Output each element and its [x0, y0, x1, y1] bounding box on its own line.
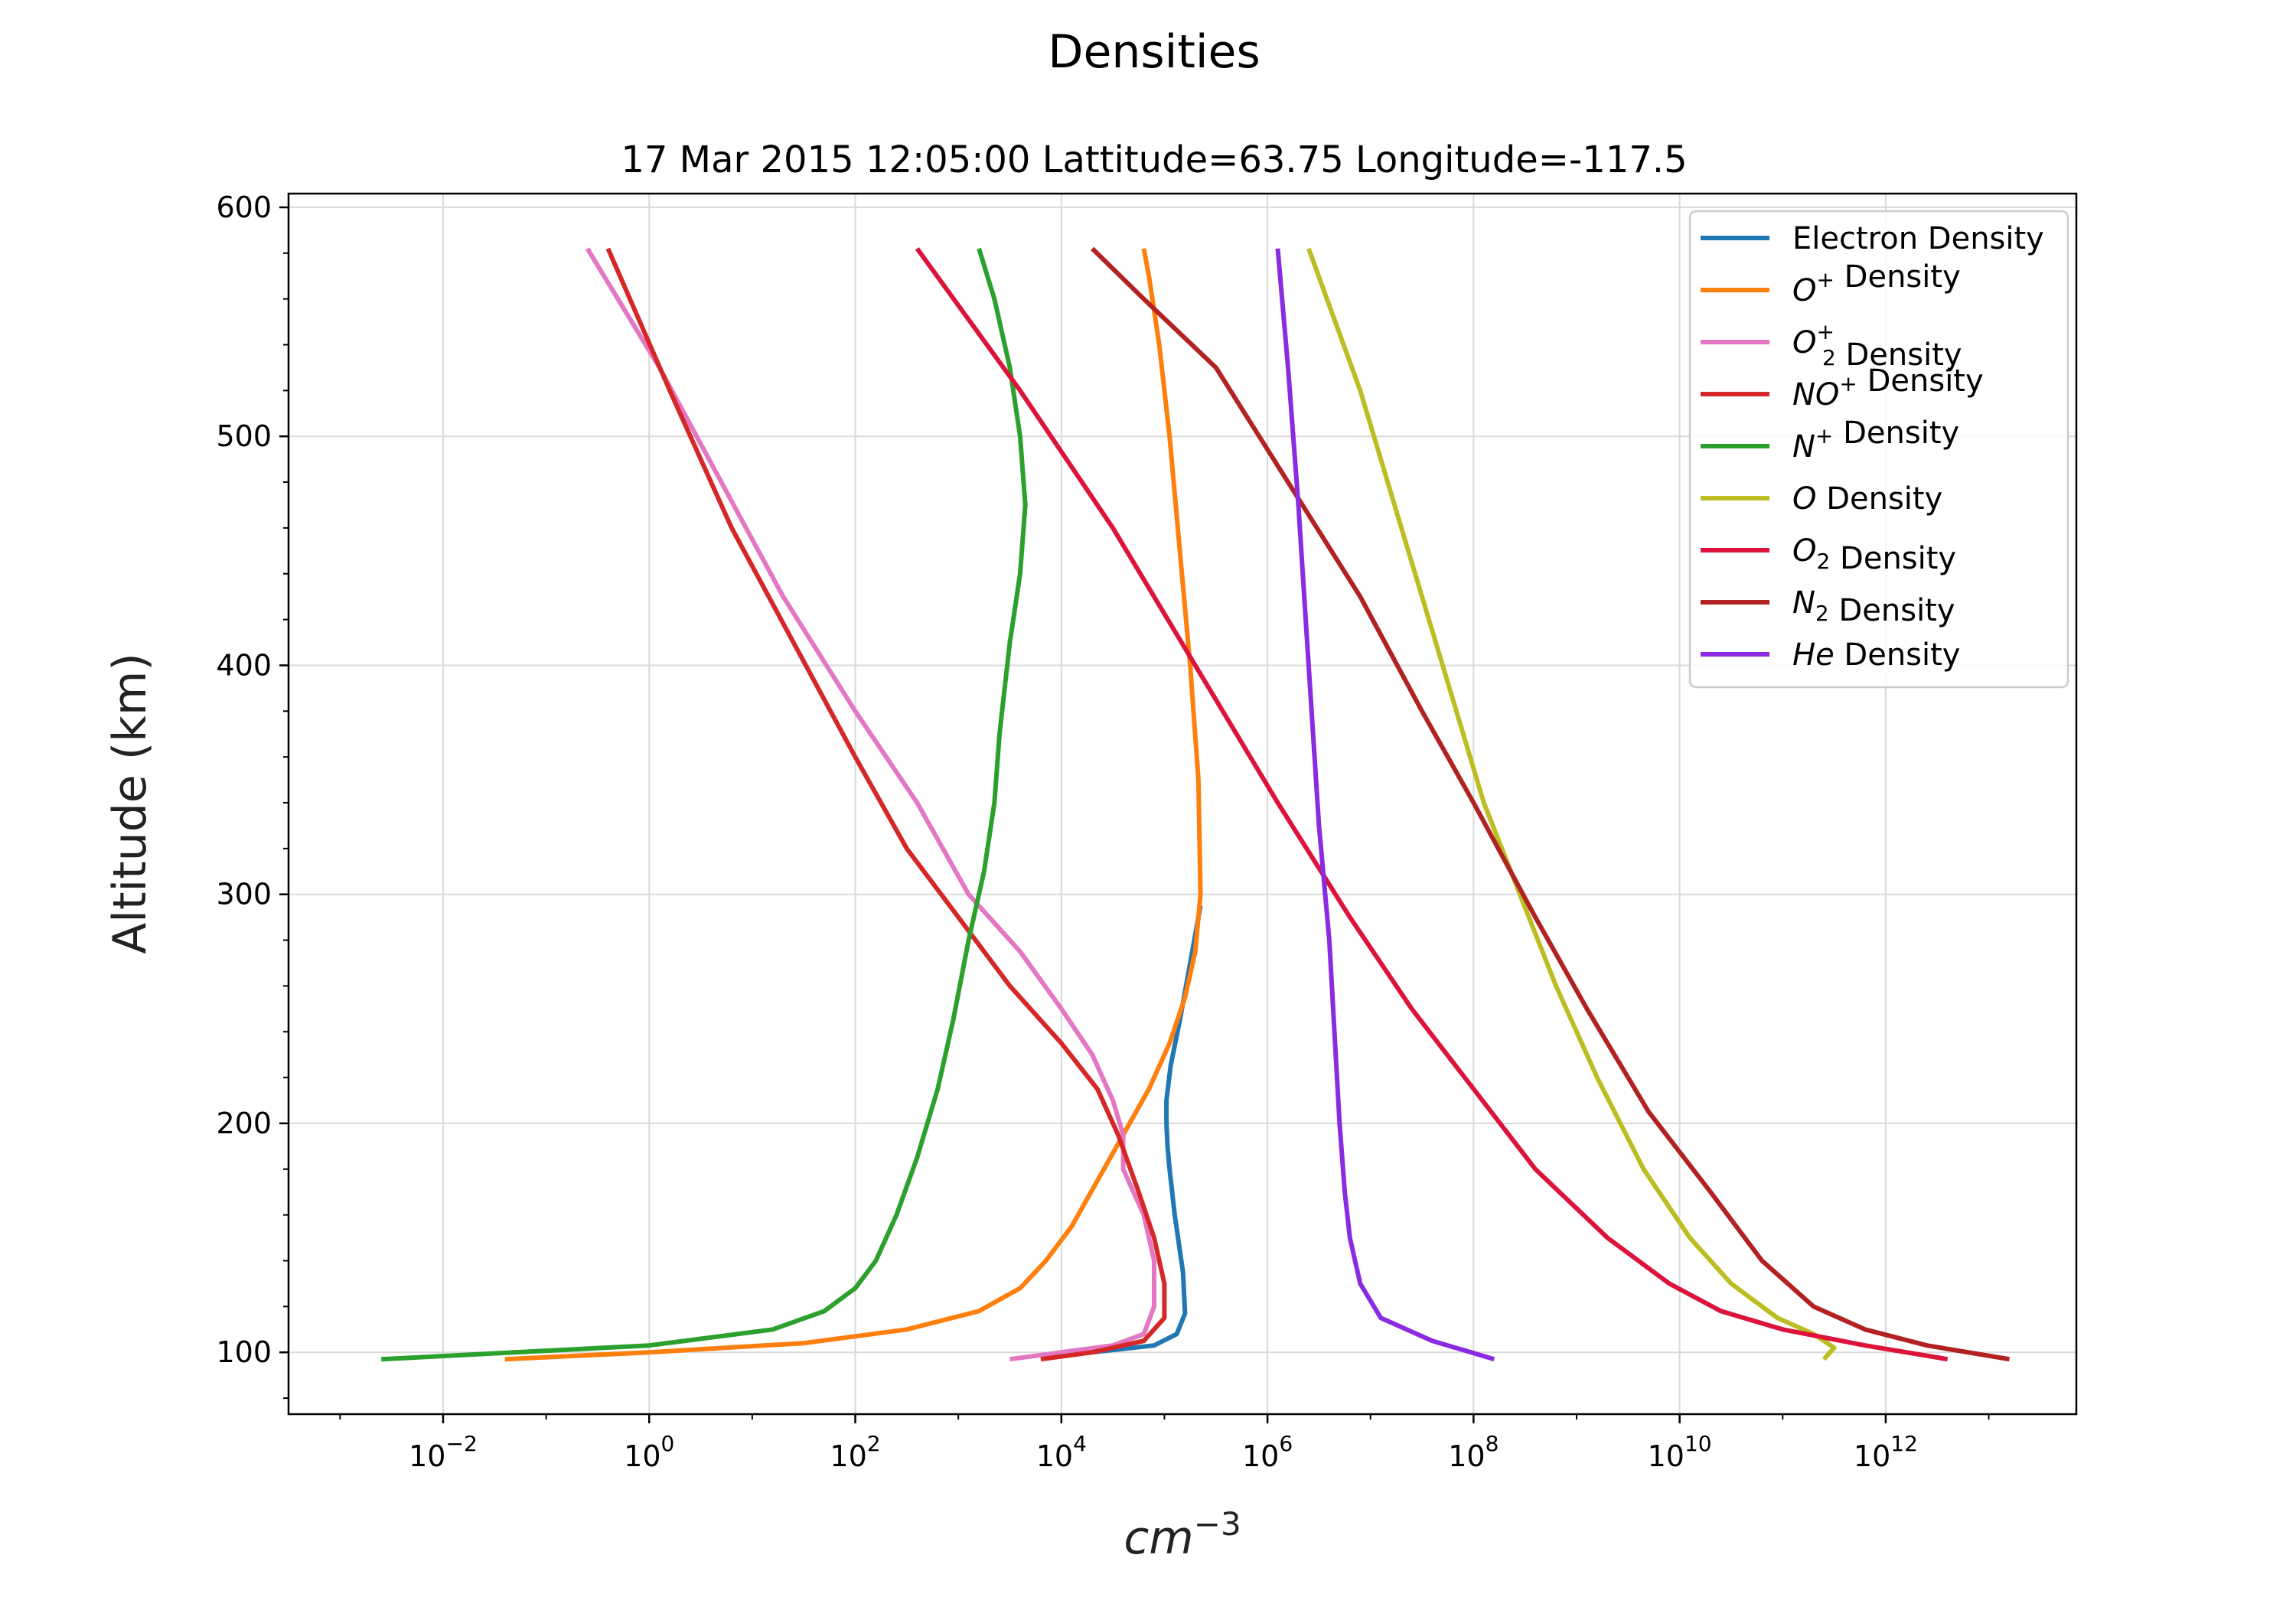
series-line-8	[1275, 248, 1495, 1362]
series-line-0	[1091, 905, 1203, 1355]
y-tick-label: 600	[216, 191, 272, 224]
legend-entry-label: NO+ Density	[1792, 363, 1984, 412]
series-layer	[381, 246, 2010, 1362]
series-line-2	[585, 247, 1156, 1362]
x-axis-label: cm−3	[1124, 1505, 1241, 1565]
y-axis-label: Altitude (km)	[103, 653, 157, 954]
y-axis-ticks: 100 200 300 400 500 600	[216, 191, 289, 1400]
legend-entry-label: N+ Density	[1792, 416, 1959, 464]
x-tick-label: 106	[1242, 1431, 1293, 1473]
x-tick-label: 1012	[1854, 1431, 1918, 1473]
series-line-7	[1091, 246, 2010, 1362]
x-tick-label: 108	[1448, 1431, 1499, 1473]
series-line-3	[605, 247, 1167, 1362]
series-line-5	[1306, 247, 1837, 1361]
y-tick-label: 100	[216, 1335, 272, 1369]
x-axis-ticks: 10−2 100 102 104 106 108 1010 1012	[339, 1414, 1990, 1473]
legend-entry-label: Electron Density	[1792, 221, 2044, 256]
legend-entry-label: N2 Density	[1792, 585, 1955, 628]
legend-entry-label: O+ 2 Density	[1792, 319, 1962, 373]
x-tick-label: 102	[830, 1431, 880, 1473]
plot-frame	[287, 192, 2078, 1416]
y-tick-label: 500	[216, 419, 272, 453]
legend-box	[1688, 210, 2069, 689]
chart-subtitle: 17 Mar 2015 12:05:00 Lattitude=63.75 Lon…	[621, 139, 1687, 181]
y-tick-label: 400	[216, 648, 272, 682]
y-tick-label: 300	[216, 878, 272, 911]
x-axis-label-base: cm	[1124, 1511, 1193, 1565]
x-tick-label: 100	[624, 1431, 674, 1473]
x-tick-label: 1010	[1648, 1431, 1712, 1473]
x-tick-label: 104	[1036, 1431, 1087, 1473]
series-line-4	[381, 247, 1028, 1362]
legend-entry-label: He Density	[1792, 637, 1960, 673]
x-axis-label-exponent: −3	[1194, 1505, 1241, 1543]
chart-suptitle: Densities	[1048, 25, 1260, 79]
y-tick-label: 200	[216, 1107, 272, 1140]
series-line-1	[504, 248, 1203, 1362]
legend-entry-label: O Density	[1792, 481, 1942, 517]
legend-entry-label: O+ Density	[1792, 259, 1961, 308]
legend-entry-label: O2 Density	[1792, 533, 1956, 576]
series-line-6	[915, 247, 1949, 1362]
x-tick-label: 10−2	[409, 1431, 478, 1473]
